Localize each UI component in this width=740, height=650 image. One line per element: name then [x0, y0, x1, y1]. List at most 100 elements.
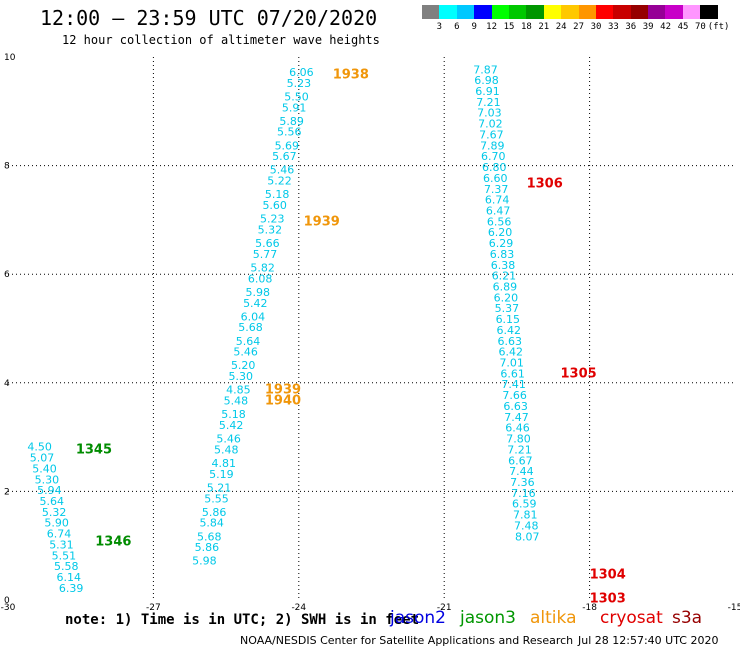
wave-height-label: 5.69 — [275, 139, 300, 152]
wave-height-label: 8.07 — [515, 530, 540, 543]
wave-height-label: 5.64 — [236, 335, 261, 348]
wave-height-tracks: 4.505.075.405.305.945.645.325.906.745.31… — [27, 63, 539, 595]
color-scale-label: 30 — [590, 22, 602, 32]
y-tick-label: 8 — [4, 162, 10, 172]
map-title: 12:00 – 23:59 UTC 07/20/2020 — [40, 6, 378, 30]
wave-height-label: 5.20 — [231, 359, 256, 372]
wave-height-label: 5.89 — [279, 115, 304, 128]
wave-height-label: 7.01 — [499, 357, 524, 370]
color-scale-label: 27 — [573, 22, 585, 32]
wave-height-label: 6.20 — [494, 291, 519, 304]
color-scale-label: 9 — [471, 22, 477, 32]
x-tick-label: -24 — [291, 603, 306, 610]
wave-height-label: 6.89 — [493, 280, 517, 293]
wave-height-label: 5.40 — [32, 462, 57, 475]
y-tick-label: 10 — [4, 53, 16, 63]
wave-height-label: 5.84 — [199, 517, 224, 530]
color-scale-cell — [543, 5, 562, 19]
color-scale-bar — [422, 5, 718, 19]
color-scale-label: (ft) — [707, 22, 730, 32]
wave-height-label: 4.50 — [27, 441, 51, 454]
wave-height-label: 5.64 — [40, 495, 65, 508]
wave-height-label: 6.74 — [47, 528, 71, 541]
color-scale-label: 18 — [520, 22, 532, 32]
color-scale-cell — [526, 5, 544, 19]
wave-height-label: 7.36 — [510, 476, 534, 489]
wave-height-label: 6.04 — [241, 310, 266, 323]
wave-height-label: 6.42 — [497, 324, 522, 337]
wave-height-label: 4.81 — [212, 457, 237, 470]
wave-height-label: 5.46 — [216, 433, 241, 446]
x-tick-label: -30 — [1, 603, 16, 610]
color-scale-cell — [456, 5, 475, 19]
color-scale-cell — [508, 5, 527, 19]
color-scale-label: 42 — [660, 22, 672, 32]
wave-height-label: 5.51 — [52, 549, 76, 562]
color-scale-cell — [682, 5, 701, 19]
color-scale-cell — [491, 5, 509, 19]
wave-height-label: 5.60 — [262, 199, 287, 212]
axis-ticks: -30 -27 -24 -21 -18 -15 0 2 4 6 8 10 — [1, 53, 740, 610]
wave-height-label: 6.63 — [498, 335, 522, 348]
y-tick-label: 4 — [4, 379, 10, 389]
wave-height-label: 5.42 — [219, 419, 244, 432]
wave-height-label: 7.41 — [501, 378, 525, 391]
wave-height-label: 5.48 — [214, 443, 239, 456]
satellite-legend-altika: altika — [530, 608, 577, 628]
color-scale-cell — [422, 5, 440, 19]
wave-height-label: 6.15 — [496, 313, 521, 326]
grid-lines — [8, 57, 735, 600]
color-scale-label: 45 — [677, 22, 689, 32]
wave-height-label: 5.50 — [284, 90, 309, 103]
wave-height-label: 6.74 — [485, 194, 510, 207]
wave-height-label: 7.47 — [504, 411, 529, 424]
color-scale-cell — [648, 5, 666, 19]
wave-height-label: 5.68 — [197, 530, 222, 543]
wave-height-label: 7.80 — [506, 433, 530, 446]
wave-height-label: 6.60 — [483, 172, 508, 185]
wave-height-label: 5.23 — [287, 77, 312, 90]
wave-height-label: 5.19 — [209, 468, 234, 481]
wave-height-label: 6.56 — [487, 215, 512, 228]
pass-number-label: 1306 — [527, 176, 563, 191]
wave-height-label: 5.30 — [35, 473, 60, 486]
wave-height-label: 7.21 — [476, 96, 501, 109]
wave-height-label: 4.85 — [226, 384, 251, 397]
color-scale-cell — [665, 5, 683, 19]
wave-height-label: 7.81 — [513, 509, 538, 522]
wave-height-label: 5.86 — [202, 506, 227, 519]
wave-height-label: 6.70 — [481, 150, 506, 163]
wave-height-label: 5.77 — [253, 248, 277, 261]
wave-height-label: 7.44 — [509, 465, 534, 478]
wave-height-label: 6.20 — [488, 226, 513, 239]
wave-height-label: 5.86 — [195, 541, 220, 554]
wave-height-label: 7.16 — [511, 487, 535, 500]
color-scale-label: 70 — [694, 22, 706, 32]
wave-height-label: 6.59 — [512, 498, 537, 511]
x-tick-label: -27 — [146, 603, 161, 610]
x-tick-label: -15 — [728, 603, 740, 610]
pass-number-label: 1346 — [95, 535, 131, 550]
wave-height-label: 6.14 — [56, 571, 81, 584]
wave-height-label: 6.21 — [492, 270, 517, 283]
color-scale-label: 15 — [503, 22, 515, 32]
wave-height-label: 5.46 — [270, 164, 295, 177]
pass-number-label: 1305 — [561, 366, 597, 381]
wave-height-label: 6.91 — [475, 85, 500, 98]
color-scale-label: 12 — [486, 22, 498, 32]
wave-height-label: 5.98 — [192, 555, 217, 568]
color-scale-label: 39 — [642, 22, 654, 32]
color-scale-cell — [474, 5, 492, 19]
wave-height-label: 5.68 — [238, 321, 263, 334]
color-scale-label: 24 — [555, 22, 567, 32]
wave-height-label: 5.90 — [44, 517, 69, 530]
color-scale-label: 3 — [436, 22, 443, 32]
footer-note: note: 1) Time is in UTC; 2) SWH is in fe… — [65, 612, 420, 628]
satellite-legend-jason3: jason3 — [460, 608, 516, 628]
pass-number-label: 1939 — [304, 214, 340, 229]
wave-height-label: 6.80 — [482, 161, 507, 174]
color-scale-label: 6 — [454, 22, 460, 32]
wave-height-label: 5.42 — [243, 297, 268, 310]
